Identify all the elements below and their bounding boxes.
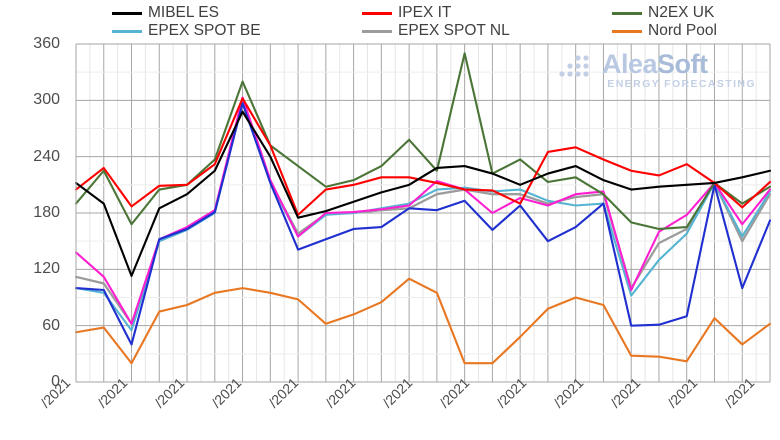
y-axis-tick-label: 120 [33, 260, 60, 278]
y-axis-tick-label: 360 [33, 35, 60, 52]
series-line-mibel-pt [74, 96, 772, 325]
series-line-epex-spot-de [74, 102, 772, 346]
y-axis-tick-label: 300 [33, 91, 60, 109]
series-line-ipex-it [74, 97, 772, 216]
y-axis-tick-label: 180 [33, 204, 60, 221]
series-line-mibel-es [74, 110, 772, 277]
y-axis-tick-label: 240 [33, 147, 60, 165]
series-line-nord-pool [74, 277, 772, 365]
y-axis-tick-label: 0 [51, 373, 60, 390]
y-axis-tick-label: 60 [42, 316, 60, 334]
